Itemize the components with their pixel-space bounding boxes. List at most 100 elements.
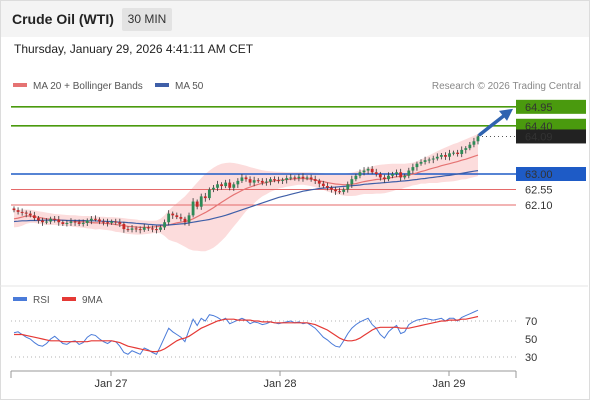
candle — [244, 175, 248, 182]
candle-body — [130, 228, 134, 230]
candle — [374, 168, 378, 177]
rsi-ma9-line — [14, 315, 479, 353]
candle-body — [240, 177, 244, 181]
rsi-tick-70: 70 — [525, 316, 537, 328]
candle — [427, 157, 431, 164]
candle-body — [98, 219, 101, 222]
candle — [12, 206, 16, 213]
candle-body — [220, 184, 223, 187]
rsi-panel: RSI 9MA 70 50 30 — [0, 285, 588, 364]
candle — [142, 223, 146, 232]
candle-body — [472, 141, 476, 145]
candle — [439, 152, 443, 160]
candle — [45, 218, 48, 225]
candle — [159, 225, 162, 232]
last-price-tag — [516, 129, 586, 144]
candle-body — [407, 170, 411, 176]
x-tick-label: Jan 28 — [263, 378, 296, 390]
candle — [334, 186, 337, 195]
candle — [354, 173, 358, 182]
candle — [130, 224, 134, 233]
candle — [81, 219, 85, 227]
candle — [216, 180, 219, 191]
candle — [224, 179, 228, 189]
candle-body — [122, 223, 126, 230]
candle-body — [415, 163, 419, 168]
candle — [155, 225, 158, 234]
level-tag-64-95 — [516, 99, 586, 114]
candle-body — [301, 176, 305, 179]
candle-body — [216, 184, 219, 188]
candle-body — [325, 186, 329, 188]
candle-body — [45, 221, 48, 223]
candle — [167, 210, 171, 226]
candle-body — [171, 213, 175, 216]
candle-body — [146, 227, 150, 229]
candle-body — [20, 211, 24, 213]
interval-button[interactable]: 30 MIN — [122, 8, 172, 31]
candle — [273, 176, 276, 183]
candle — [301, 173, 305, 182]
candle — [313, 175, 317, 184]
candle-body — [395, 172, 399, 174]
candle-body — [309, 177, 313, 180]
candle — [122, 221, 126, 233]
candle — [460, 146, 464, 158]
x-tick-label: Jan 27 — [94, 378, 127, 390]
candle — [423, 156, 427, 165]
candle-body — [28, 213, 32, 216]
candle — [89, 216, 93, 225]
candle-body — [138, 229, 142, 231]
candle — [41, 217, 44, 226]
candle — [342, 187, 346, 195]
candle-body — [468, 144, 472, 149]
candle — [435, 153, 439, 161]
candle — [163, 219, 167, 230]
level-tag-64-40 — [516, 118, 586, 133]
legend-ma9-label: 9MA — [82, 295, 103, 306]
candle-body — [41, 220, 44, 223]
candle-body — [281, 179, 285, 181]
candle — [448, 149, 451, 161]
candle-body — [350, 179, 354, 185]
candle-body — [305, 177, 309, 179]
forecast-arrow-head — [499, 108, 513, 121]
candle-body — [277, 180, 280, 182]
price-panel: MA 20 + Bollinger Bands MA 50 Research © 2… — [11, 81, 586, 252]
candle-body — [285, 178, 289, 180]
candle — [256, 178, 260, 183]
candle-body — [403, 175, 407, 178]
candle-body — [387, 175, 390, 180]
candle-body — [391, 174, 394, 176]
candle-body — [61, 222, 65, 224]
candle-body — [32, 215, 36, 219]
candle-body — [346, 184, 350, 190]
candle — [65, 220, 69, 227]
candle-body — [49, 218, 53, 222]
candle — [248, 176, 252, 186]
candle-body — [313, 179, 317, 181]
level-tag-63-00 — [516, 167, 586, 181]
candle-body — [431, 158, 435, 160]
candle-body — [24, 212, 28, 214]
candle — [102, 218, 105, 226]
candle-body — [334, 189, 337, 192]
candle-body — [106, 222, 110, 224]
x-tick-label: Jan 29 — [432, 378, 465, 390]
level-label-64-95: 64.95 — [525, 102, 553, 114]
candle — [191, 198, 195, 218]
candle — [411, 163, 415, 174]
candle — [305, 175, 309, 181]
candle — [281, 177, 285, 184]
candle-body — [37, 218, 40, 221]
candle — [407, 167, 411, 179]
candle — [16, 207, 20, 215]
candle-body — [354, 175, 358, 180]
candle-body — [212, 187, 215, 190]
level-label-62-55: 62.55 — [525, 185, 553, 197]
candle-body — [321, 183, 325, 187]
candle — [444, 152, 447, 160]
candle-body — [207, 189, 211, 199]
candle-body — [370, 168, 374, 173]
